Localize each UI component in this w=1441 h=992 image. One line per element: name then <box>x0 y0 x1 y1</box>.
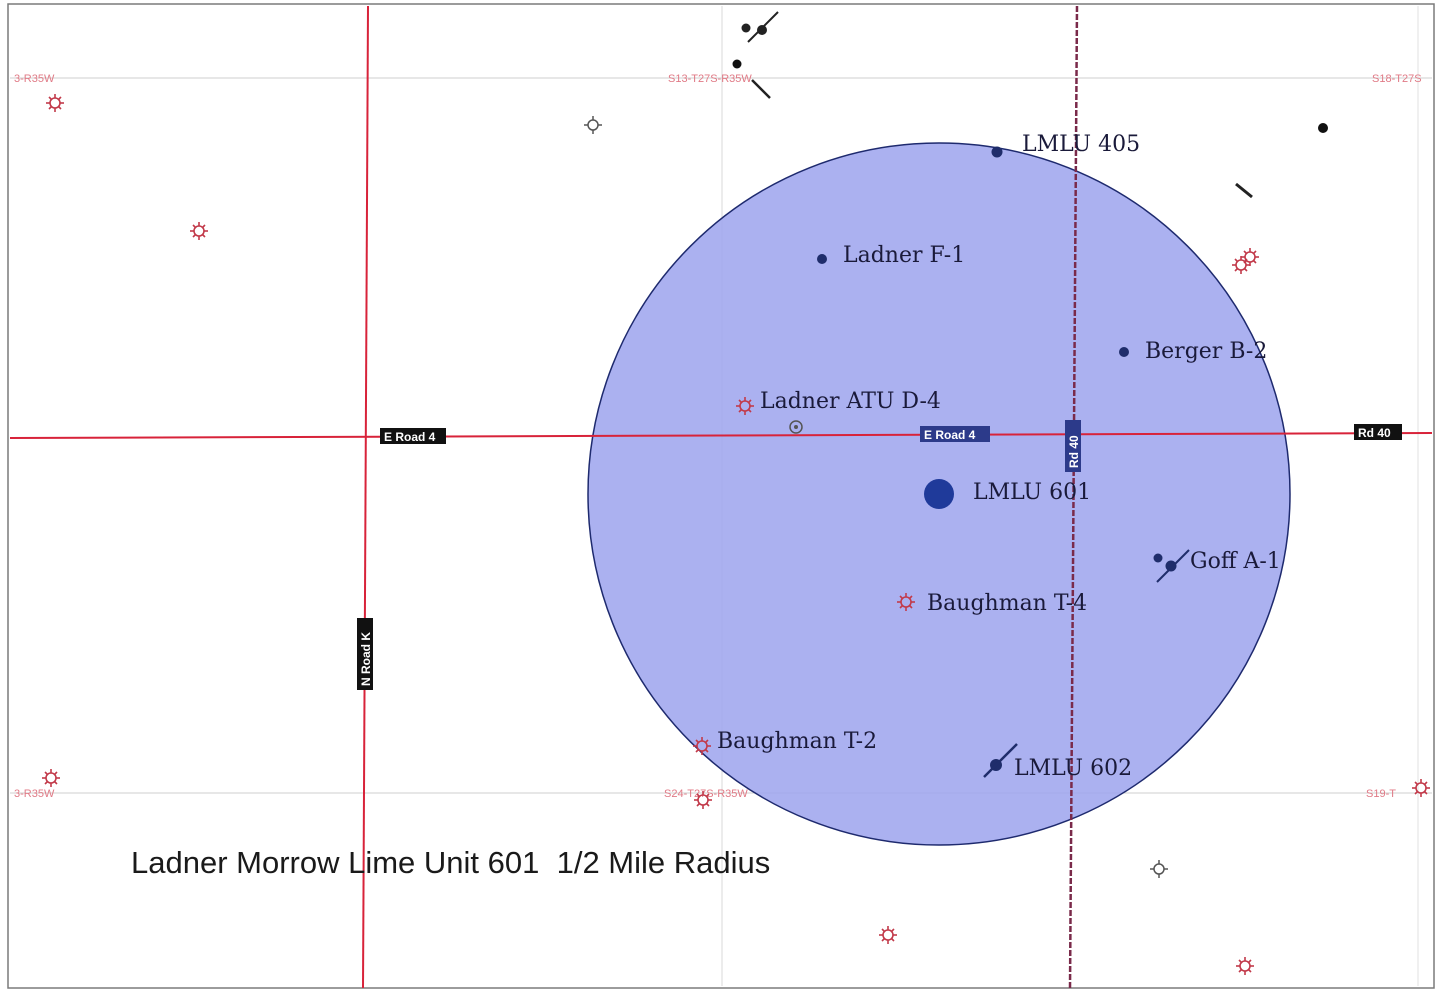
road-rd-40-vertical <box>1068 5 1079 989</box>
subject-well-icon <box>924 479 954 509</box>
section-label-ne: S18-T27S <box>1372 73 1422 85</box>
map-title: Ladner Morrow Lime Unit 601 1/2 Mile Rad… <box>131 845 770 880</box>
svg-text:Rd 40: Rd 40 <box>1358 426 1391 440</box>
directional-well-icon[interactable] <box>1235 182 1253 199</box>
road-label-e-road-4-east: E Road 4 <box>920 426 990 442</box>
oil-well-icon <box>1153 553 1163 563</box>
road-n-road-k <box>362 5 369 989</box>
road-label-e-road-4-west: E Road 4 <box>380 428 446 444</box>
oil-well-icon <box>991 146 1003 158</box>
section-label-nw: 3-R35W <box>14 73 55 85</box>
well-berger-b-2[interactable]: Berger B-2 <box>1119 339 1267 364</box>
well-goff-a-1[interactable]: Goff A-1 <box>1153 549 1281 583</box>
well-label: Baughman T-4 <box>927 591 1087 616</box>
well-label: Goff A-1 <box>1190 549 1281 574</box>
oil-well-icon <box>817 254 827 264</box>
well-baughman-t-4[interactable]: Baughman T-4 <box>896 591 1087 616</box>
road-e-road-4 <box>9 432 1433 439</box>
deviation-icon <box>1156 549 1190 583</box>
well-lmlu-602[interactable]: LMLU 602 <box>983 743 1132 781</box>
section-label-n: S13-T27S-R35W <box>668 73 752 85</box>
plugged-well-icon[interactable] <box>789 420 803 434</box>
well-lmlu-601[interactable]: LMLU 601 <box>924 479 1091 509</box>
svg-text:E Road 4: E Road 4 <box>924 428 976 442</box>
well-label: LMLU 602 <box>1014 756 1132 781</box>
well-baughman-t-2[interactable]: Baughman T-2 <box>692 729 877 756</box>
deviation-icon <box>983 743 1018 778</box>
oil-well-icon[interactable] <box>1318 123 1328 133</box>
well-ladner-f-1[interactable]: Ladner F-1 <box>817 243 965 268</box>
well-label: LMLU 601 <box>973 480 1091 505</box>
road-label-rd-40-vertical: Rd 40 <box>1065 420 1081 472</box>
well-label: Ladner ATU D-4 <box>760 389 941 414</box>
well-label: Baughman T-2 <box>717 729 877 754</box>
well-label: Berger B-2 <box>1145 339 1267 364</box>
svg-text:Rd 40: Rd 40 <box>1067 435 1081 468</box>
directional-well-icon[interactable] <box>741 11 779 43</box>
section-label-s: S24-T27S-R35W <box>664 788 748 800</box>
section-label-se: S19-T <box>1366 788 1396 800</box>
section-label-sw: 3-R35W <box>14 788 55 800</box>
svg-text:E Road 4: E Road 4 <box>384 430 436 444</box>
well-lmlu-405[interactable]: LMLU 405 <box>991 132 1141 158</box>
well-label: Ladner F-1 <box>843 243 965 268</box>
svg-text:N Road K: N Road K <box>359 632 373 686</box>
well-ladner-atu-d-4[interactable]: Ladner ATU D-4 <box>735 389 941 416</box>
road-label-rd-40: Rd 40 <box>1354 424 1402 440</box>
directional-well-icon[interactable] <box>751 79 771 99</box>
oil-well-icon <box>1165 560 1177 572</box>
well-label: LMLU 405 <box>1022 132 1140 157</box>
road-label-n-road-k: N Road K <box>357 618 373 690</box>
plugged-well-icon <box>794 425 798 429</box>
oil-well-icon[interactable] <box>732 59 742 69</box>
oil-well-icon <box>1119 347 1129 357</box>
